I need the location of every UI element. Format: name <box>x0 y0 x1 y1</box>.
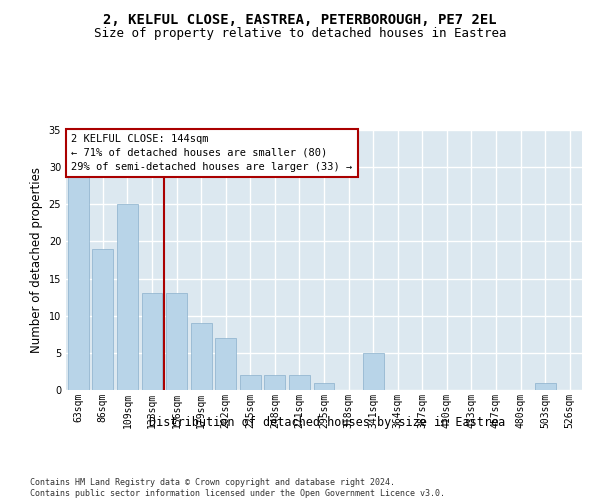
Bar <box>240 375 261 390</box>
Text: Size of property relative to detached houses in Eastrea: Size of property relative to detached ho… <box>94 28 506 40</box>
Bar <box>289 375 310 390</box>
Bar <box>265 375 286 390</box>
Bar <box>191 323 212 390</box>
Bar <box>314 382 334 390</box>
Bar <box>68 174 89 390</box>
Text: 2, KELFUL CLOSE, EASTREA, PETERBOROUGH, PE7 2EL: 2, KELFUL CLOSE, EASTREA, PETERBOROUGH, … <box>103 12 497 26</box>
Text: Contains HM Land Registry data © Crown copyright and database right 2024.
Contai: Contains HM Land Registry data © Crown c… <box>30 478 445 498</box>
Text: Distribution of detached houses by size in Eastrea: Distribution of detached houses by size … <box>149 416 505 429</box>
Bar <box>117 204 138 390</box>
Y-axis label: Number of detached properties: Number of detached properties <box>30 167 43 353</box>
Bar <box>535 382 556 390</box>
Bar <box>92 249 113 390</box>
Bar <box>142 294 163 390</box>
Bar <box>362 353 383 390</box>
Text: 2 KELFUL CLOSE: 144sqm
← 71% of detached houses are smaller (80)
29% of semi-det: 2 KELFUL CLOSE: 144sqm ← 71% of detached… <box>71 134 352 172</box>
Bar <box>166 294 187 390</box>
Bar <box>215 338 236 390</box>
